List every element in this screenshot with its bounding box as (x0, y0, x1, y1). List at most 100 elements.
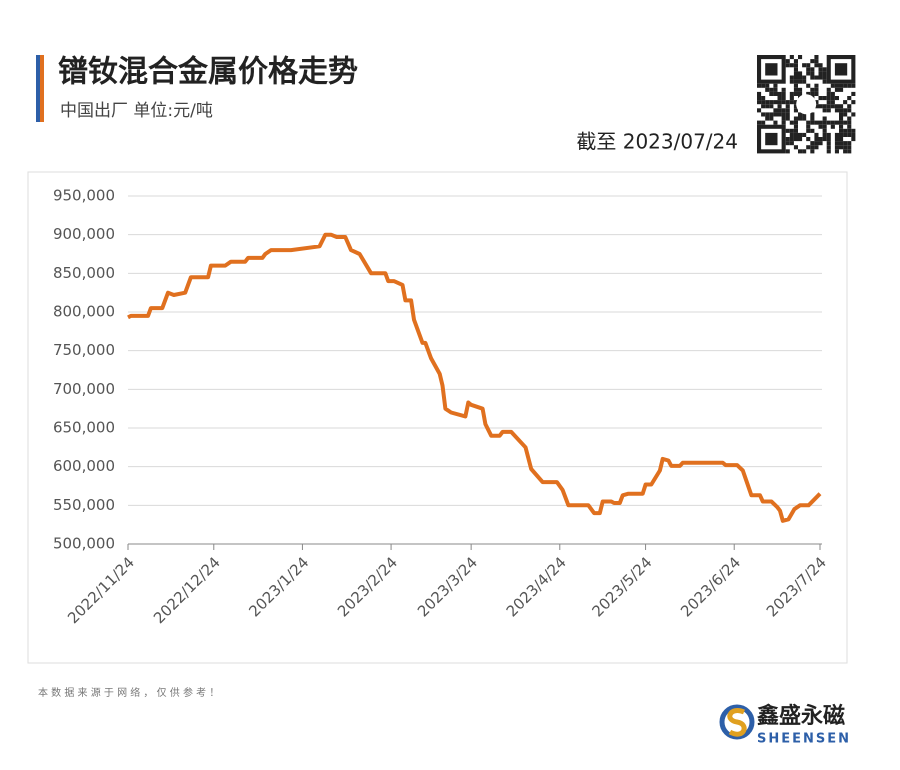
qr-cell (789, 132, 794, 137)
qr-cell (761, 96, 766, 101)
qr-cell (781, 108, 786, 113)
qr-cell (847, 116, 852, 121)
qr-cell (822, 96, 827, 101)
qr-cell (818, 63, 823, 68)
qr-cell (765, 112, 770, 117)
qr-cell (757, 91, 762, 96)
qr-cell (814, 91, 819, 96)
qr-cell (822, 124, 827, 129)
qr-cell (777, 112, 782, 117)
qr-cell (839, 124, 844, 129)
qr-cell (814, 137, 819, 142)
qr-cell (834, 108, 839, 113)
qr-cell (826, 132, 831, 137)
qr-cell (810, 145, 815, 150)
plot-frame (27, 171, 848, 664)
y-tick-label: 550,000 (53, 496, 115, 514)
qr-finder (834, 63, 848, 76)
qr-cell (851, 128, 856, 133)
qr-cell (814, 104, 819, 109)
qr-cell (839, 87, 844, 92)
qr-cell (814, 87, 819, 92)
chart-title: 镨钕混合金属价格走势 (58, 55, 358, 90)
qr-cell (826, 104, 831, 109)
qr-cell (793, 79, 798, 84)
qr-cell (785, 149, 790, 154)
qr-cell (806, 71, 811, 76)
qr-cell (793, 145, 798, 150)
qr-cell (769, 104, 774, 109)
qr-cell (851, 91, 856, 96)
qr-cell (789, 137, 794, 142)
qr-cell (781, 116, 786, 121)
qr-cell (839, 112, 844, 117)
qr-cell (851, 132, 856, 137)
qr-cell (802, 63, 807, 68)
qr-cell (789, 120, 794, 125)
qr-cell (810, 120, 815, 125)
qr-cell (843, 120, 848, 125)
qr-cell (818, 75, 823, 80)
qr-cell (785, 108, 790, 113)
qr-cell (834, 149, 839, 154)
qr-cell (785, 116, 790, 121)
qr-cell (834, 120, 839, 125)
qr-cell (757, 96, 762, 101)
qr-cell (847, 124, 852, 129)
qr-cell (773, 91, 778, 96)
qr-cell (785, 112, 790, 117)
qr-cell (814, 100, 819, 105)
y-tick-label: 950,000 (53, 187, 115, 205)
qr-cell (781, 120, 786, 125)
qr-cell (822, 120, 827, 125)
qr-cell (851, 100, 856, 105)
qr-cell (818, 71, 823, 76)
qr-cell (793, 83, 798, 88)
qr-cell (806, 124, 811, 129)
qr-cell (839, 128, 844, 133)
qr-cell (785, 100, 790, 105)
qr-cell (851, 137, 856, 142)
x-tick-label: 2022/12/24 (150, 553, 224, 627)
qr-cell (826, 137, 831, 142)
qr-cell (793, 71, 798, 76)
qr-cell (822, 75, 827, 80)
accent-bar (36, 55, 40, 122)
qr-cell (793, 132, 798, 137)
qr-cell (839, 141, 844, 146)
qr-cell (761, 83, 766, 88)
qr-cell (802, 112, 807, 117)
qr-cell (769, 116, 774, 121)
qr-cell (789, 100, 794, 105)
y-tick-label: 800,000 (53, 303, 115, 321)
qr-cell (818, 104, 823, 109)
qr-cell (839, 120, 844, 125)
qr-cell (839, 83, 844, 88)
qr-cell (847, 132, 852, 137)
qr-cell (814, 59, 819, 64)
qr-cell (798, 112, 803, 117)
qr-cell (793, 100, 798, 105)
qr-cell (830, 120, 835, 125)
qr-cell (851, 112, 856, 117)
qr-cell (773, 112, 778, 117)
qr-cell (806, 63, 811, 68)
y-tick-label: 850,000 (53, 264, 115, 282)
qr-cell (830, 104, 835, 109)
qr-cell (822, 132, 827, 137)
qr-cell (802, 149, 807, 154)
qr-cell (757, 83, 762, 88)
qr-cell (839, 145, 844, 150)
qr-cell (793, 137, 798, 142)
x-tick-label: 2023/5/24 (588, 553, 655, 620)
x-tick-label: 2023/3/24 (414, 553, 481, 620)
qr-cell (839, 132, 844, 137)
qr-finder (765, 132, 778, 146)
qr-cell (798, 149, 803, 154)
qr-cell (773, 100, 778, 105)
qr-cell (810, 87, 815, 92)
qr-cell (798, 75, 803, 80)
qr-cell (793, 120, 798, 125)
qr-cell (822, 116, 827, 121)
qr-cell (769, 100, 774, 105)
